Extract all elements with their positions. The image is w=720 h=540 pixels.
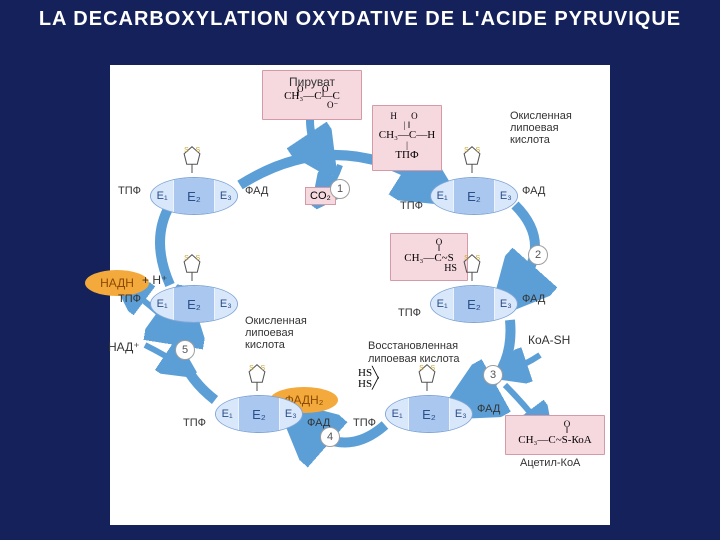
enzyme-e2: E₂ bbox=[174, 178, 213, 214]
svg-text:S: S bbox=[464, 147, 469, 154]
lipoyl-arm-5: SS bbox=[245, 363, 269, 391]
lipoyl-arm-1: SS bbox=[180, 145, 204, 173]
enzyme-e3: E₃ bbox=[494, 178, 517, 214]
fad-label-mid-right: ФАД bbox=[522, 293, 545, 305]
dihydrolipoyl-hs: HS╲ HS╱ bbox=[358, 368, 379, 390]
step-number-2: 2 bbox=[528, 245, 548, 265]
tpp-label-mid-right: ТПФ bbox=[398, 307, 421, 319]
acetyl-coa-label: Ацетил-КоА bbox=[520, 457, 580, 469]
svg-text:S: S bbox=[184, 255, 189, 262]
tpp-label-mid-left: ТПФ bbox=[118, 293, 141, 305]
coa-sh-label: КоА-SH bbox=[528, 333, 570, 347]
lipoyl-arm-2: SS bbox=[460, 145, 484, 173]
svg-text:S: S bbox=[196, 147, 201, 154]
svg-text:S: S bbox=[184, 147, 189, 154]
acetyl-lipoyl-box: O ‖ CH₃—C~S HS bbox=[390, 233, 468, 281]
tpp-label-bot-left: ТПФ bbox=[183, 417, 206, 429]
enzyme-complex-2: E₁E₂E₃ bbox=[430, 177, 518, 215]
lipoyl-arm-6: SS bbox=[180, 253, 204, 281]
fad-label-top-right: ФАД bbox=[522, 185, 545, 197]
enzyme-complex-1: E₁E₂E₃ bbox=[150, 177, 238, 215]
enzyme-complex-4: E₁E₂E₃ bbox=[385, 395, 473, 433]
nad-plus-label: НАД⁺ bbox=[108, 340, 140, 354]
fad-label-top-left: ФАД bbox=[245, 185, 268, 197]
pyruvate-label: Пируват bbox=[267, 75, 357, 89]
tpp-label-top-left: ТПФ bbox=[118, 185, 141, 197]
pyruvate-box: Пируват O O CH₃—C—C O⁻ ‖ ‖ bbox=[262, 70, 362, 120]
enzyme-e3: E₃ bbox=[494, 286, 517, 322]
step-number-3: 3 bbox=[483, 365, 503, 385]
oxidized-lipoic-label-1: Окисленнаялипоеваякислота bbox=[510, 110, 572, 146]
enzyme-e2: E₂ bbox=[454, 178, 493, 214]
enzyme-e3: E₃ bbox=[214, 286, 237, 322]
svg-text:S: S bbox=[431, 365, 436, 372]
svg-text:S: S bbox=[476, 255, 481, 262]
enzyme-e1: E₁ bbox=[386, 396, 409, 432]
svg-text:S: S bbox=[419, 365, 424, 372]
step-number-1: 1 bbox=[330, 179, 350, 199]
tpp-label-bot-right: ТПФ bbox=[353, 417, 376, 429]
fad-label-bot-right: ФАД bbox=[477, 403, 500, 415]
enzyme-e2: E₂ bbox=[409, 396, 448, 432]
enzyme-complex-6: E₁E₂E₃ bbox=[150, 285, 238, 323]
lipoyl-arm-4: SS bbox=[415, 363, 439, 391]
reduced-lipoic-label: Восстановленнаялипоевая кислота bbox=[368, 340, 460, 365]
svg-text:S: S bbox=[249, 365, 254, 372]
acetyl-coa-box: O ‖ CH₃—C~S-КоА bbox=[505, 415, 605, 455]
hydroxyethyl-tpp-box: H O | ‖ CH₃—C—H | ТПФ bbox=[372, 105, 442, 171]
enzyme-complex-5: E₁E₂E₃ bbox=[215, 395, 303, 433]
oxidized-lipoic-label-2: Окисленнаялипоеваякислота bbox=[245, 315, 307, 351]
enzyme-e1: E₁ bbox=[216, 396, 239, 432]
enzyme-e1: E₁ bbox=[151, 286, 174, 322]
enzyme-e3: E₃ bbox=[449, 396, 472, 432]
svg-text:S: S bbox=[261, 365, 266, 372]
step-number-5: 5 bbox=[175, 340, 195, 360]
enzyme-e2: E₂ bbox=[174, 286, 213, 322]
acetyl-coa-structure: O ‖ CH₃—C~S-КоА bbox=[510, 420, 600, 446]
svg-text:S: S bbox=[476, 147, 481, 154]
svg-text:S: S bbox=[196, 255, 201, 262]
enzyme-e1: E₁ bbox=[151, 178, 174, 214]
enzyme-e3: E₃ bbox=[214, 178, 237, 214]
enzyme-e2: E₂ bbox=[239, 396, 278, 432]
pyruvate-structure: O O CH₃—C—C O⁻ ‖ ‖ bbox=[267, 91, 357, 102]
enzyme-e3: E₃ bbox=[279, 396, 302, 432]
enzyme-complex-3: E₁E₂E₃ bbox=[430, 285, 518, 323]
hydroxyethyl-structure: H O | ‖ CH₃—C—H | ТПФ bbox=[377, 112, 437, 161]
slide: LA DECARBOXYLATION OXYDATIVE DE L'ACIDE … bbox=[0, 0, 720, 540]
enzyme-e1: E₁ bbox=[431, 178, 454, 214]
svg-text:S: S bbox=[464, 255, 469, 262]
tpp-label-top-right: ТПФ bbox=[400, 200, 423, 212]
enzyme-e2: E₂ bbox=[454, 286, 493, 322]
lipoyl-arm-3: SS bbox=[460, 253, 484, 281]
diagram-panel: Пируват O O CH₃—C—C O⁻ ‖ ‖ CO₂ H O | ‖ C… bbox=[110, 65, 610, 525]
slide-title: LA DECARBOXYLATION OXYDATIVE DE L'ACIDE … bbox=[0, 8, 720, 31]
acetyl-lipoyl-structure: O ‖ CH₃—C~S HS bbox=[395, 238, 463, 274]
step-number-4: 4 bbox=[320, 427, 340, 447]
enzyme-e1: E₁ bbox=[431, 286, 454, 322]
